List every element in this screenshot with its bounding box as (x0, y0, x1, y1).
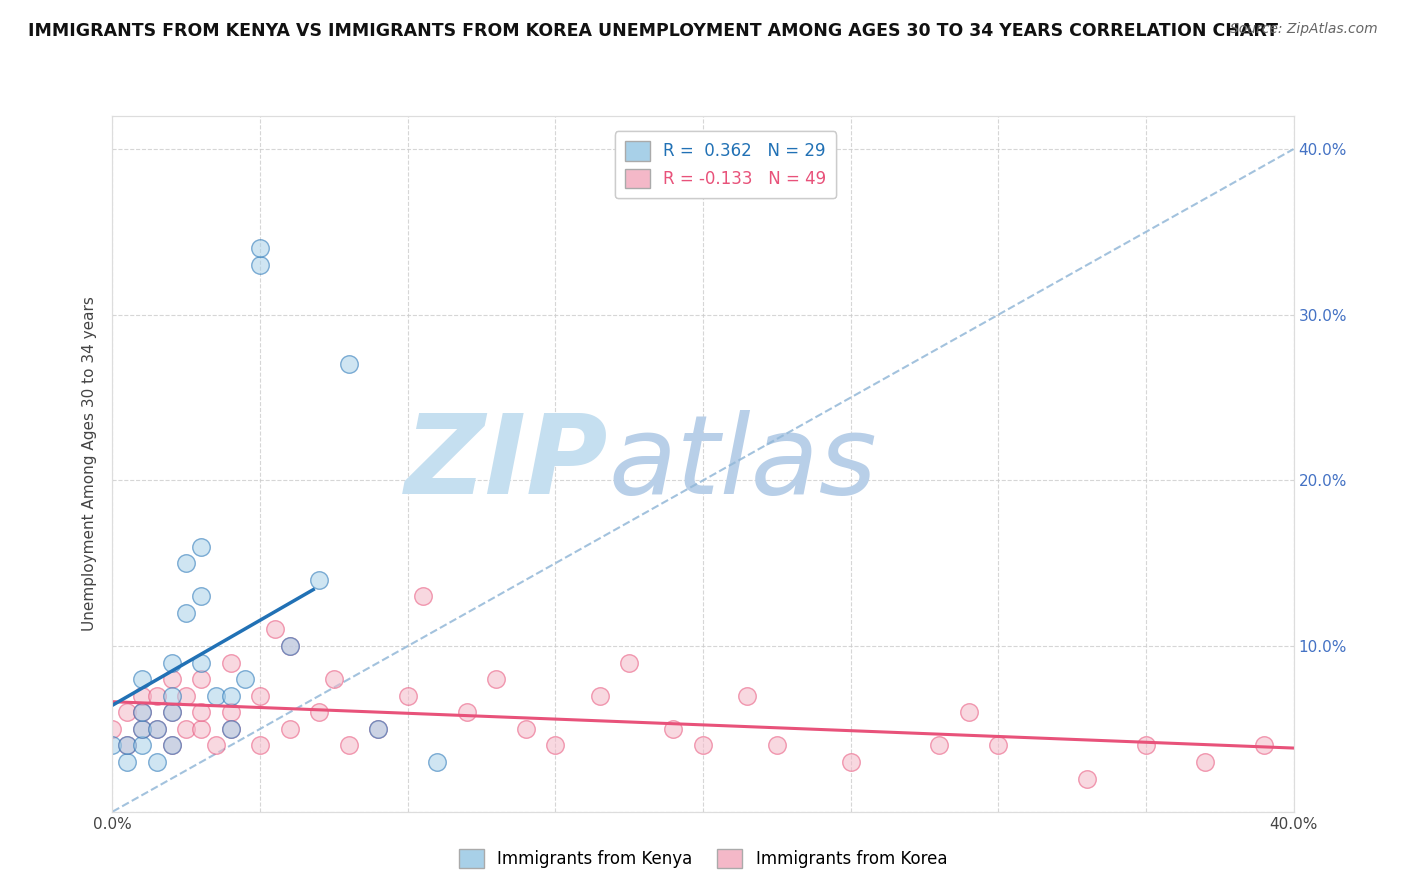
Point (249, 258, 271, 272)
Text: ZIP: ZIP (405, 410, 609, 517)
Point (160, 672, 183, 686)
Point (174, 722, 197, 736)
Y-axis label: Unemployment Among Ages 30 to 34 years: Unemployment Among Ages 30 to 34 years (82, 296, 97, 632)
Point (233, 672, 256, 686)
Point (131, 706, 153, 720)
Point (308, 573, 330, 587)
Point (957, 706, 980, 720)
Point (205, 689, 228, 703)
Point (544, 739, 567, 753)
Point (205, 739, 228, 753)
Point (131, 722, 153, 736)
Point (1076, 772, 1098, 786)
Text: IMMIGRANTS FROM KENYA VS IMMIGRANTS FROM KOREA UNEMPLOYMENT AMONG AGES 30 TO 34 : IMMIGRANTS FROM KENYA VS IMMIGRANTS FROM… (28, 22, 1278, 40)
Point (117, 706, 138, 720)
Point (249, 242, 271, 256)
Legend: R =  0.362   N = 29, R = -0.133   N = 49: R = 0.362 N = 29, R = -0.133 N = 49 (614, 131, 837, 198)
Point (146, 689, 169, 703)
Point (160, 656, 183, 670)
Point (692, 739, 714, 753)
Point (146, 755, 169, 769)
Point (249, 689, 271, 703)
Point (131, 689, 153, 703)
Point (839, 755, 862, 769)
Point (117, 739, 138, 753)
Point (337, 358, 360, 372)
Point (515, 722, 537, 736)
Point (278, 639, 301, 653)
Point (987, 739, 1010, 753)
Point (160, 706, 183, 720)
Text: Source: ZipAtlas.com: Source: ZipAtlas.com (1230, 22, 1378, 37)
Legend: Immigrants from Kenya, Immigrants from Korea: Immigrants from Kenya, Immigrants from K… (453, 842, 953, 875)
Point (101, 739, 124, 753)
Point (619, 656, 641, 670)
Point (219, 722, 242, 736)
Point (190, 672, 212, 686)
Point (337, 739, 360, 753)
Point (485, 672, 508, 686)
Point (323, 672, 346, 686)
Point (396, 689, 419, 703)
Point (426, 755, 449, 769)
Point (662, 722, 685, 736)
Text: atlas: atlas (609, 410, 877, 517)
Point (411, 590, 433, 604)
Point (264, 623, 287, 637)
Point (737, 689, 759, 703)
Point (146, 722, 169, 736)
Point (190, 722, 212, 736)
Point (1194, 755, 1216, 769)
Point (1253, 739, 1275, 753)
Point (190, 706, 212, 720)
Point (190, 656, 212, 670)
Point (308, 706, 330, 720)
Point (367, 722, 389, 736)
Point (131, 672, 153, 686)
Point (219, 722, 242, 736)
Point (131, 706, 153, 720)
Point (249, 739, 271, 753)
Point (928, 739, 950, 753)
Point (278, 722, 301, 736)
Point (1135, 739, 1157, 753)
Point (766, 739, 789, 753)
Point (219, 656, 242, 670)
Point (117, 755, 138, 769)
Point (174, 606, 197, 620)
Point (131, 722, 153, 736)
Point (190, 540, 212, 554)
Point (160, 689, 183, 703)
Point (160, 706, 183, 720)
Point (146, 722, 169, 736)
Point (456, 706, 478, 720)
Point (160, 739, 183, 753)
Point (117, 739, 138, 753)
Point (367, 722, 389, 736)
Point (219, 706, 242, 720)
Point (131, 739, 153, 753)
Point (278, 639, 301, 653)
Point (588, 689, 610, 703)
Point (160, 739, 183, 753)
Point (101, 722, 124, 736)
Point (190, 590, 212, 604)
Point (174, 556, 197, 570)
Point (219, 689, 242, 703)
Point (174, 689, 197, 703)
